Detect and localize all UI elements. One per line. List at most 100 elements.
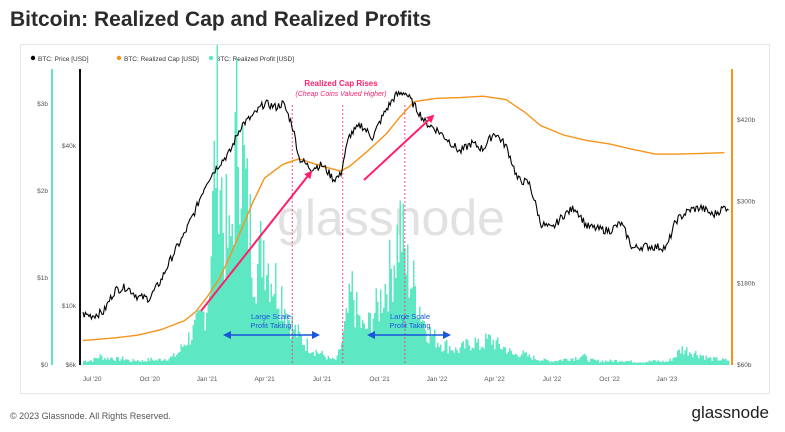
- realized-profit-bar: [456, 350, 458, 365]
- realized-profit-bar: [210, 256, 212, 365]
- realized-profit-bar: [270, 283, 272, 365]
- realized-profit-bar: [152, 359, 154, 365]
- realized-profit-bar: [183, 344, 185, 365]
- realized-profit-bar: [638, 362, 640, 365]
- realized-profit-bar: [542, 360, 544, 365]
- watermark: glassnode: [277, 190, 505, 246]
- realized-profit-bar: [560, 359, 562, 365]
- realized-profit-bar: [365, 328, 367, 365]
- realized-profit-bar: [495, 340, 497, 365]
- realized-profit-bar: [663, 362, 665, 365]
- realized-profit-bar: [726, 360, 728, 365]
- realized-profit-bar: [498, 343, 500, 365]
- realized-profit-bar: [174, 356, 176, 365]
- realized-profit-bar: [129, 361, 131, 365]
- realized-profit-bar: [218, 233, 220, 365]
- realized-profit-bar: [101, 355, 103, 365]
- footer-brand-logo[interactable]: glassnode: [691, 403, 769, 422]
- realized-profit-bar: [300, 335, 302, 365]
- realized-profit-bar: [644, 362, 646, 365]
- realized-profit-bar: [156, 360, 158, 365]
- realized-profit-bar: [438, 346, 440, 365]
- realized-profit-bar: [315, 349, 317, 365]
- x-tick-label: Jul '21: [313, 376, 332, 383]
- realized-profit-bar: [410, 288, 412, 365]
- realized-profit-bar: [467, 339, 469, 365]
- realized-profit-bar: [150, 357, 152, 365]
- realized-profit-bar: [476, 342, 478, 365]
- realized-profit-bar: [500, 348, 502, 365]
- realized-profit-bar: [408, 297, 410, 365]
- realized-profit-bar: [690, 353, 692, 365]
- realized-profit-bar: [366, 328, 368, 365]
- realized-cap-rises-subtitle: (Cheap Coins Valued Higher): [295, 91, 386, 98]
- realized-profit-bar: [383, 307, 385, 365]
- realized-profit-bar: [548, 360, 550, 365]
- realized-profit-bar: [617, 362, 619, 365]
- realized-profit-bar: [314, 355, 316, 365]
- realized-profit-bar: [93, 357, 95, 365]
- realized-profit-bar: [119, 360, 121, 365]
- realized-profit-bar: [614, 360, 616, 365]
- legend-price-label: BTC: Price [USD]: [38, 56, 89, 63]
- realized-profit-bar: [528, 354, 530, 365]
- realized-profit-bar: [293, 329, 295, 365]
- realized-profit-bar: [254, 296, 256, 365]
- realized-profit-bar: [332, 357, 334, 365]
- realized-profit-bar: [221, 177, 223, 365]
- realized-profit-bar: [386, 294, 388, 365]
- realized-profit-bar: [675, 357, 677, 365]
- realized-profit-bar: [576, 359, 578, 365]
- realized-profit-bar: [351, 271, 353, 365]
- realized-profit-bar: [444, 341, 446, 365]
- realized-profit-bar: [320, 353, 322, 365]
- realized-profit-bar: [443, 350, 445, 365]
- realized-profit-bar: [462, 341, 464, 365]
- x-tick-label: Jul '22: [543, 376, 562, 383]
- realized-profit-bar: [140, 361, 142, 365]
- realized-profit-bar: [333, 358, 335, 365]
- realized-profit-bar: [680, 353, 682, 365]
- realized-profit-bar: [540, 360, 542, 365]
- realized-profit-bar: [141, 359, 143, 365]
- realized-profit-bar: [207, 303, 209, 365]
- realized-profit-bar: [692, 357, 694, 365]
- realized-profit-bar: [288, 320, 290, 365]
- realized-profit-bar: [362, 320, 364, 365]
- realized-profit-bar: [113, 360, 115, 365]
- realized-profit-bar: [297, 324, 299, 365]
- realized-profit-bar: [344, 321, 346, 365]
- realized-profit-bar: [197, 310, 199, 365]
- realized-profit-bar: [725, 358, 727, 365]
- realized-profit-bar: [572, 358, 574, 365]
- realized-profit-bar: [107, 357, 109, 365]
- realized-profit-bar: [654, 360, 656, 365]
- chart-frame: BTC: Price [USD] BTC: Realized Cap [USD]…: [20, 37, 770, 394]
- realized-profit-bar: [279, 320, 281, 365]
- realized-profit-bar: [689, 352, 691, 365]
- pink-arrow-1: [200, 170, 313, 312]
- realized-profit-bar: [242, 125, 244, 365]
- price-line: [82, 90, 729, 321]
- realized-profit-bar: [632, 362, 634, 365]
- realized-profit-bar: [83, 361, 85, 365]
- realized-profit-bar: [335, 360, 337, 365]
- realized-profit-bar: [234, 111, 236, 365]
- realized-profit-bar: [570, 358, 572, 365]
- realized-profit-bar: [563, 359, 565, 365]
- realized-profit-bar: [509, 348, 511, 365]
- realized-profit-bar: [258, 235, 260, 365]
- realized-profit-bar: [347, 312, 349, 365]
- realized-profit-bar: [653, 359, 655, 365]
- realized-cap-tick-label: $60b: [737, 362, 752, 369]
- realized-profit-bar: [660, 362, 662, 365]
- realized-profit-bar: [588, 362, 590, 365]
- realized-profit-bar: [480, 347, 482, 365]
- realized-profit-bar: [524, 352, 526, 365]
- realized-profit-bar: [531, 360, 533, 365]
- realized-profit-bar: [723, 359, 725, 365]
- realized-profit-bar: [357, 314, 359, 365]
- realized-profit-bar: [338, 349, 340, 365]
- realized-profit-bar: [464, 348, 466, 365]
- realized-profit-bar: [375, 288, 377, 365]
